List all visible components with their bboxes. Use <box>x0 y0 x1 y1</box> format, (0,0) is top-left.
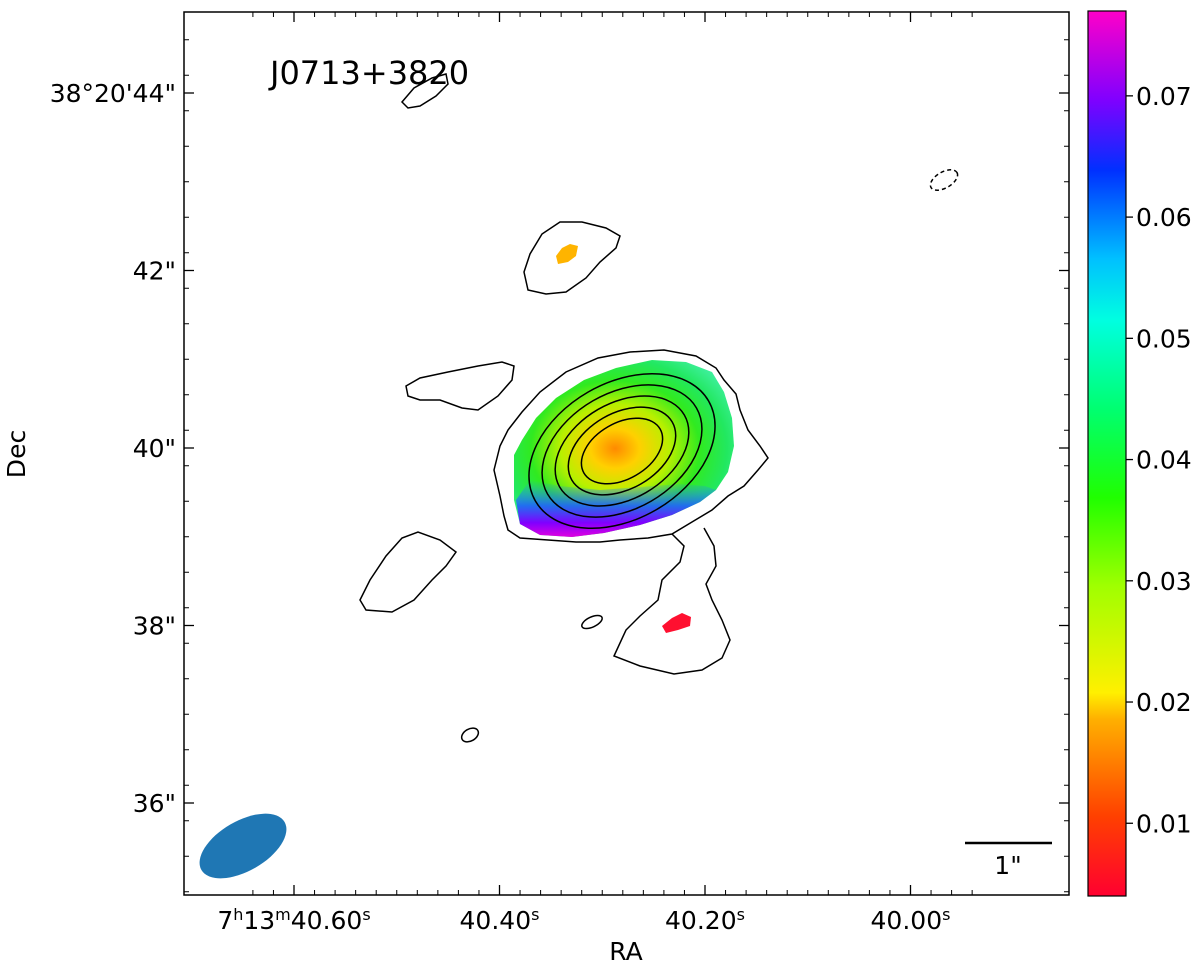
heatmap-north-blob <box>556 244 578 264</box>
colorbar-tick-label: 0.07 <box>1136 82 1192 111</box>
contours <box>359 73 959 743</box>
y-tick-label: 38°20'44" <box>50 79 176 108</box>
minor-ticks <box>184 12 1069 895</box>
x-tick-label: 40.40s <box>460 905 540 936</box>
colorbar <box>1087 10 1127 897</box>
colorbar-tick-label: 0.03 <box>1136 567 1192 596</box>
contour-4 <box>567 406 677 496</box>
y-axis-ticks: 38°20'44" 42" 40" 38" 36" <box>50 79 1069 818</box>
chart-title: J0713+3820 <box>268 54 469 92</box>
contour-small-1 <box>581 614 603 630</box>
contour-2 <box>541 384 703 518</box>
contour-south-tail <box>612 527 731 675</box>
y-tick-label: 36" <box>133 789 176 818</box>
contour-southwest <box>359 531 458 613</box>
colorbar-tick-label: 0.01 <box>1136 809 1192 838</box>
beam-ellipse <box>199 813 287 879</box>
y-tick-label: 38" <box>133 612 176 641</box>
colorbar-ticks: 0.01 0.02 0.03 0.04 0.05 0.06 0.07 <box>1126 82 1192 838</box>
colorbar-tick-label: 0.05 <box>1136 324 1192 353</box>
y-tick-label: 40" <box>133 434 176 463</box>
y-tick-label: 42" <box>133 257 176 286</box>
x-tick-label: 40.00s <box>871 905 951 936</box>
colorbar-tick-label: 0.02 <box>1136 688 1192 717</box>
x-axis-ticks: 7h13m40.60s 40.40s 40.20s 40.00s <box>217 12 950 935</box>
contour-outer <box>493 349 769 543</box>
scale-bar-label: 1" <box>994 851 1021 880</box>
contour-west-wing <box>405 361 515 411</box>
x-tick-label: 7h13m40.60s <box>217 905 370 936</box>
colorbar-tick-label: 0.06 <box>1136 203 1192 232</box>
heatmap-south-blob <box>662 613 691 633</box>
x-axis-title: RA <box>609 937 642 966</box>
plot-frame <box>183 11 1070 896</box>
x-tick-label: 40.20s <box>665 905 745 936</box>
y-axis-title: Dec <box>2 430 31 478</box>
contour-north <box>523 221 621 295</box>
contour-5 <box>580 417 664 485</box>
colorbar-tick-label: 0.04 <box>1136 446 1192 475</box>
contour-northwest <box>400 73 449 109</box>
contour-small-2 <box>460 727 480 743</box>
contour-1 <box>528 372 716 530</box>
contour-3 <box>554 395 690 507</box>
contour-negative <box>929 169 959 191</box>
